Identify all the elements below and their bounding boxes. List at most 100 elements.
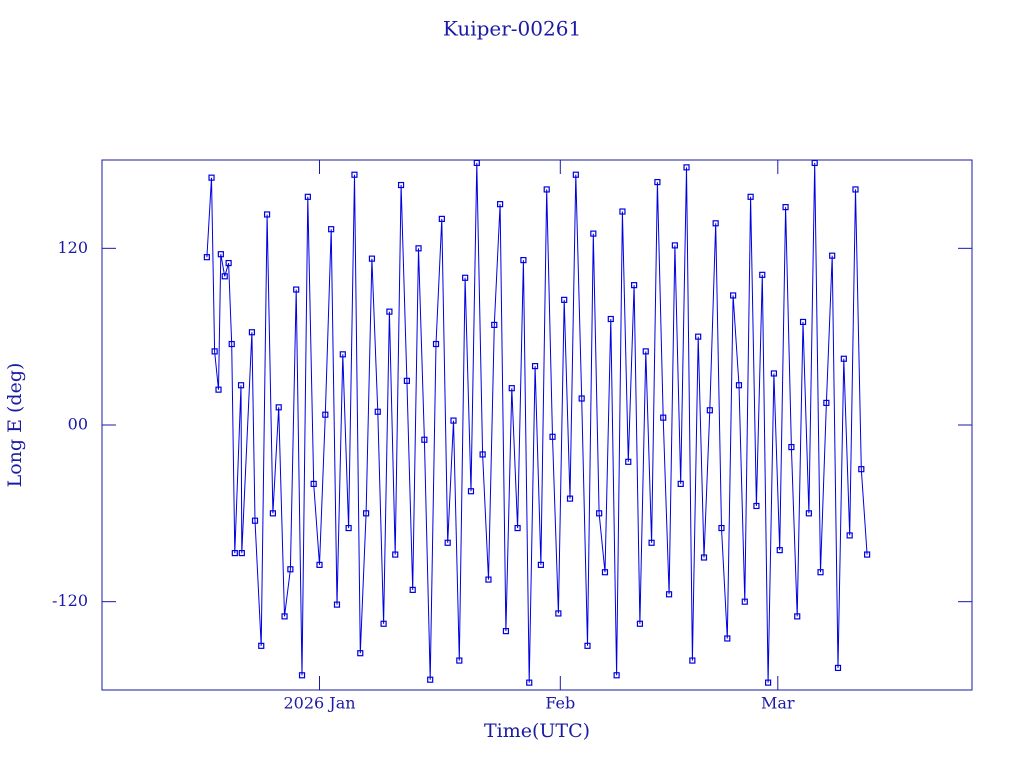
data-point — [572, 171, 579, 178]
data-point — [561, 296, 568, 303]
data-point — [578, 395, 585, 402]
data-point — [203, 254, 210, 261]
x-tick-label: Mar — [761, 694, 795, 713]
data-point — [706, 407, 713, 414]
y-tick-label: 120 — [57, 238, 88, 257]
data-point — [502, 628, 510, 635]
data-point — [520, 257, 527, 264]
data-point — [444, 539, 451, 546]
data-point — [397, 181, 405, 189]
data-point — [328, 226, 335, 233]
data-point — [211, 348, 218, 355]
data-point — [776, 547, 783, 554]
data-point — [258, 642, 265, 649]
data-point — [660, 414, 667, 421]
x-tick-label: Feb — [545, 694, 575, 713]
data-point — [345, 524, 352, 532]
data-point — [718, 524, 725, 532]
data-point — [864, 551, 871, 558]
data-point — [432, 340, 440, 348]
data-point — [747, 193, 754, 200]
data-point — [607, 315, 614, 323]
data-point — [724, 635, 731, 642]
data-point — [237, 382, 245, 389]
data-point — [846, 532, 853, 539]
data-point — [508, 385, 515, 392]
data-point — [712, 220, 719, 227]
data-point — [555, 610, 562, 617]
data-point — [485, 576, 492, 583]
data-point — [700, 554, 708, 561]
plot-area — [203, 160, 871, 686]
data-point — [450, 417, 457, 424]
data-point — [566, 495, 574, 502]
data-point — [584, 642, 591, 649]
data-point — [467, 488, 475, 495]
data-point — [251, 517, 259, 524]
data-point — [823, 399, 830, 407]
data-point — [473, 160, 480, 167]
data-point — [537, 561, 544, 568]
data-point — [689, 657, 696, 664]
data-point — [648, 539, 655, 546]
data-point — [221, 273, 228, 280]
data-point — [339, 351, 346, 358]
data-point — [438, 215, 445, 222]
data-point — [228, 340, 235, 348]
data-point — [730, 292, 737, 299]
x-axis-label: Time(UTC) — [484, 720, 590, 742]
data-point — [374, 408, 381, 415]
data-point — [281, 613, 288, 620]
data-point — [858, 466, 865, 473]
data-point — [333, 601, 341, 608]
data-point — [665, 591, 673, 598]
data-point — [753, 502, 760, 510]
data-point — [491, 321, 498, 328]
data-point — [811, 160, 818, 167]
data-point — [322, 411, 329, 418]
data-point — [293, 286, 300, 293]
data-point — [636, 620, 644, 627]
data-point — [380, 620, 387, 627]
data-point — [231, 549, 238, 557]
data-point — [695, 333, 702, 340]
data-point — [263, 211, 271, 218]
data-point — [829, 252, 836, 259]
data-point — [269, 510, 276, 517]
data-point — [225, 259, 232, 267]
data-point — [316, 561, 323, 568]
data-point — [683, 164, 690, 171]
data-point — [764, 679, 772, 686]
data-point — [613, 672, 620, 679]
data-point — [208, 174, 215, 181]
data-point — [415, 245, 422, 252]
data-point — [601, 569, 609, 576]
data-point — [462, 274, 469, 281]
data-point — [642, 348, 649, 355]
data-point — [625, 458, 632, 465]
data-point — [217, 251, 224, 258]
data-point — [409, 586, 416, 593]
x-tick-label: 2026 Jan — [283, 694, 355, 713]
data-point — [531, 363, 539, 370]
data-point — [788, 443, 795, 451]
data-point — [392, 551, 399, 558]
data-point — [287, 566, 294, 573]
data-point — [357, 650, 364, 657]
data-point — [514, 524, 521, 532]
data-point — [526, 679, 533, 686]
data-point — [741, 598, 748, 605]
data-point — [304, 193, 311, 200]
data-point — [770, 370, 778, 377]
data-point — [298, 672, 306, 679]
data-point — [671, 242, 678, 249]
data-point — [543, 186, 550, 193]
data-point — [403, 377, 410, 384]
data-point — [782, 204, 789, 211]
data-point — [427, 676, 434, 683]
y-axis-label: Long E (deg) — [4, 363, 26, 488]
data-point — [596, 510, 603, 517]
series-line — [206, 162, 868, 683]
y-tick-label: -120 — [52, 591, 88, 610]
